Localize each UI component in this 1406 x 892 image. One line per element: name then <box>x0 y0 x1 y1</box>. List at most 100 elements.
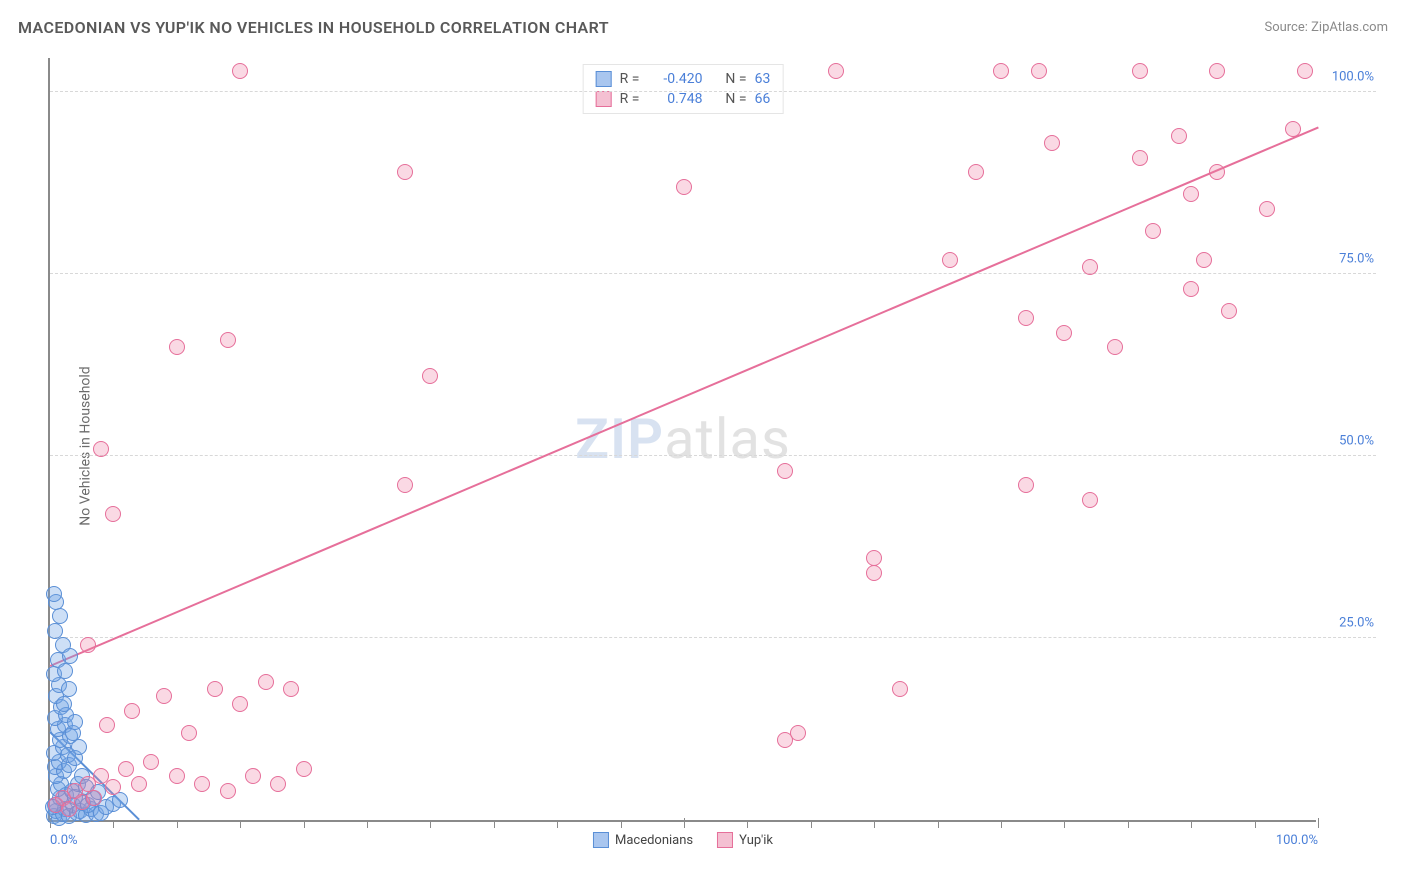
n-label: N = <box>725 71 746 87</box>
correlation-legend: R =-0.420 N = 63R =0.748 N = 66 <box>583 64 784 114</box>
gridline <box>50 637 1376 638</box>
legend-label: Yup'ik <box>739 833 773 848</box>
gridline <box>50 455 1376 456</box>
watermark-prefix: ZIP <box>575 406 664 472</box>
data-point <box>397 164 413 180</box>
n-label: N = <box>725 91 746 107</box>
data-point <box>169 339 185 355</box>
data-point <box>1056 325 1072 341</box>
r-label: R = <box>620 71 640 87</box>
x-tick <box>557 820 558 828</box>
data-point <box>232 696 248 712</box>
data-point <box>942 252 958 268</box>
data-point <box>1031 63 1047 79</box>
x-tick-label: 100.0% <box>1276 833 1318 848</box>
data-point <box>1082 259 1098 275</box>
x-tick <box>177 820 178 828</box>
scatter-chart: ZIPatlas R =-0.420 N = 63R =0.748 N = 66… <box>48 58 1316 822</box>
data-point <box>422 368 438 384</box>
data-point <box>1196 252 1212 268</box>
r-value: 0.748 <box>647 91 702 107</box>
data-point <box>220 783 236 799</box>
n-value: 66 <box>755 91 771 107</box>
data-point <box>1259 201 1275 217</box>
x-tick-label: 0.0% <box>50 833 78 848</box>
data-point <box>866 550 882 566</box>
data-point <box>80 637 96 653</box>
data-point <box>124 703 140 719</box>
data-point <box>1171 128 1187 144</box>
data-point <box>143 754 159 770</box>
data-point <box>156 688 172 704</box>
x-tick <box>1001 820 1002 828</box>
data-point <box>105 506 121 522</box>
data-point <box>1107 339 1123 355</box>
x-tick <box>367 820 368 828</box>
data-point <box>1209 63 1225 79</box>
chart-source: Source: ZipAtlas.com <box>1264 20 1388 35</box>
data-point <box>993 63 1009 79</box>
legend-item: Macedonians <box>593 832 693 848</box>
data-point <box>99 717 115 733</box>
y-tick-label: 75.0% <box>1319 252 1374 267</box>
x-tick <box>240 820 241 828</box>
data-point <box>1285 121 1301 137</box>
data-point <box>866 565 882 581</box>
x-tick <box>1255 820 1256 828</box>
data-point <box>968 164 984 180</box>
x-tick <box>1191 820 1192 828</box>
trend-line <box>50 127 1319 667</box>
data-point <box>1132 150 1148 166</box>
data-point <box>1145 223 1161 239</box>
data-point <box>1183 186 1199 202</box>
data-point <box>828 63 844 79</box>
legend-swatch <box>717 832 733 848</box>
x-tick <box>938 820 939 828</box>
data-point <box>61 681 77 697</box>
data-point <box>790 725 806 741</box>
data-point <box>1018 477 1034 493</box>
data-point <box>131 776 147 792</box>
legend-item: Yup'ik <box>717 832 773 848</box>
data-point <box>258 674 274 690</box>
y-tick-label: 25.0% <box>1319 616 1374 631</box>
data-point <box>1183 281 1199 297</box>
legend-row: R =-0.420 N = 63 <box>596 69 771 89</box>
data-point <box>86 790 102 806</box>
x-tick <box>1128 820 1129 828</box>
watermark-suffix: atlas <box>664 406 791 472</box>
x-tick <box>684 818 685 828</box>
data-point <box>169 768 185 784</box>
chart-title: MACEDONIAN VS YUP'IK NO VEHICLES IN HOUS… <box>18 18 609 37</box>
data-point <box>283 681 299 697</box>
x-tick <box>874 820 875 828</box>
data-point <box>194 776 210 792</box>
data-point <box>71 739 87 755</box>
series-legend: Macedonians Yup'ik <box>593 832 773 848</box>
data-point <box>56 696 72 712</box>
data-point <box>46 586 62 602</box>
x-tick <box>430 820 431 828</box>
data-point <box>676 179 692 195</box>
watermark: ZIPatlas <box>575 406 791 472</box>
x-tick <box>1318 818 1319 828</box>
y-tick-label: 50.0% <box>1319 434 1374 449</box>
data-point <box>296 761 312 777</box>
x-tick <box>747 820 748 828</box>
data-point <box>93 441 109 457</box>
data-point <box>1044 135 1060 151</box>
legend-label: Macedonians <box>615 833 693 848</box>
n-value: 63 <box>755 71 771 87</box>
data-point <box>67 714 83 730</box>
legend-swatch <box>596 91 612 107</box>
data-point <box>1082 492 1098 508</box>
data-point <box>1209 164 1225 180</box>
data-point <box>62 648 78 664</box>
data-point <box>118 761 134 777</box>
legend-swatch <box>593 832 609 848</box>
r-label: R = <box>620 91 640 107</box>
data-point <box>1018 310 1034 326</box>
data-point <box>47 623 63 639</box>
data-point <box>777 463 793 479</box>
data-point <box>232 63 248 79</box>
